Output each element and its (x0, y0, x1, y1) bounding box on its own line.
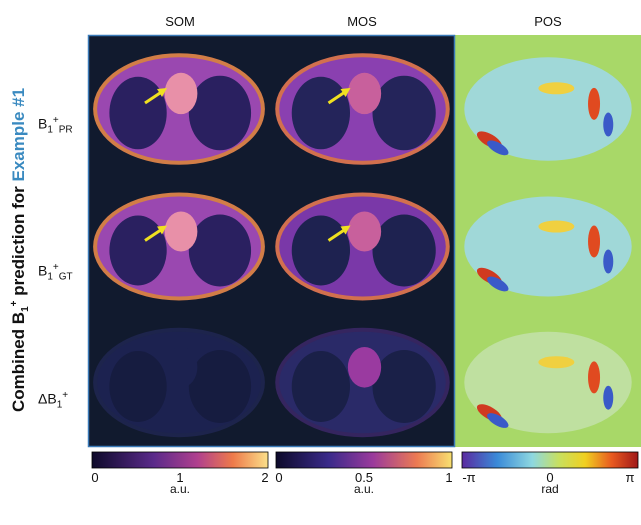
index: 1 (20, 306, 32, 312)
lung (109, 76, 167, 150)
colorbar (275, 451, 453, 469)
arrow-head (340, 225, 351, 235)
lung (109, 351, 167, 422)
title-highlight: Example #1 (8, 87, 28, 182)
phase-blob (603, 112, 614, 137)
heart (347, 347, 382, 388)
phase-blob (603, 385, 614, 410)
heart (164, 211, 198, 252)
phase-blob (538, 82, 575, 95)
colorbar (91, 451, 269, 469)
colorbar-unit: a.u. (353, 482, 375, 496)
arrow-head (157, 225, 167, 235)
index: 1 (56, 399, 63, 411)
symbol: ΔB (38, 390, 57, 407)
colorbar-tick: 1 (445, 470, 453, 485)
heart (164, 347, 198, 388)
lung (372, 75, 436, 151)
colorbar-tick: 0 (275, 470, 283, 485)
row-label: B1+GT (38, 262, 73, 282)
symbol: B (38, 262, 48, 279)
lung (188, 214, 252, 287)
heart (347, 211, 382, 252)
phase-blob (487, 276, 509, 292)
colorbar-tick: 0 (91, 470, 99, 485)
phase-blob (588, 87, 601, 120)
sup: + (52, 262, 59, 273)
lung (291, 351, 351, 422)
lung (109, 215, 167, 286)
phase-blob (588, 225, 601, 258)
phase-blob (538, 220, 575, 233)
lung (291, 76, 351, 150)
index: 1 (47, 271, 53, 283)
figure-title: Combined B1+ prediction for Example #1 (9, 88, 31, 412)
lung (188, 75, 252, 151)
colorbar-tick: 1 (176, 470, 184, 485)
colorbar-tick: π (625, 470, 635, 485)
phase-blob (538, 356, 575, 369)
colorbar-tick: 2 (261, 470, 269, 485)
torso (464, 331, 632, 434)
symbol: B (38, 115, 48, 132)
column-header: MOS (347, 14, 377, 29)
lung (372, 214, 436, 287)
torso (464, 57, 632, 161)
colorbar-tick: 0 (546, 470, 554, 485)
column-header: POS (534, 14, 562, 29)
sup: + (62, 390, 69, 401)
index: 1 (47, 124, 53, 136)
lung (188, 350, 252, 423)
sup: + (9, 300, 21, 307)
colorbar-tick: -π (462, 470, 476, 485)
arrow-head (340, 88, 351, 97)
phase-blob (588, 361, 601, 394)
column-header: SOM (165, 14, 195, 29)
heart (347, 72, 382, 115)
arrow-head (157, 88, 167, 97)
sub: PR (58, 124, 73, 136)
sub: GT (58, 271, 73, 283)
phase-blob (487, 140, 509, 156)
row-label: B1+PR (38, 115, 73, 135)
phase-blob (603, 249, 614, 274)
panel-border (87, 34, 456, 448)
title-text: prediction for (8, 181, 28, 301)
sup: + (52, 115, 59, 126)
torso (464, 196, 632, 297)
colorbar (461, 451, 639, 469)
colorbar-unit: a.u. (169, 482, 191, 496)
heart (164, 72, 198, 115)
phase-blob (487, 413, 509, 428)
lung (291, 215, 351, 286)
row-label: ΔB1+ (38, 390, 68, 410)
colorbar-tick: 0.5 (354, 470, 374, 485)
title-text: Combined B (8, 311, 28, 413)
lung (372, 350, 436, 423)
colorbar-unit: rad (541, 482, 559, 496)
